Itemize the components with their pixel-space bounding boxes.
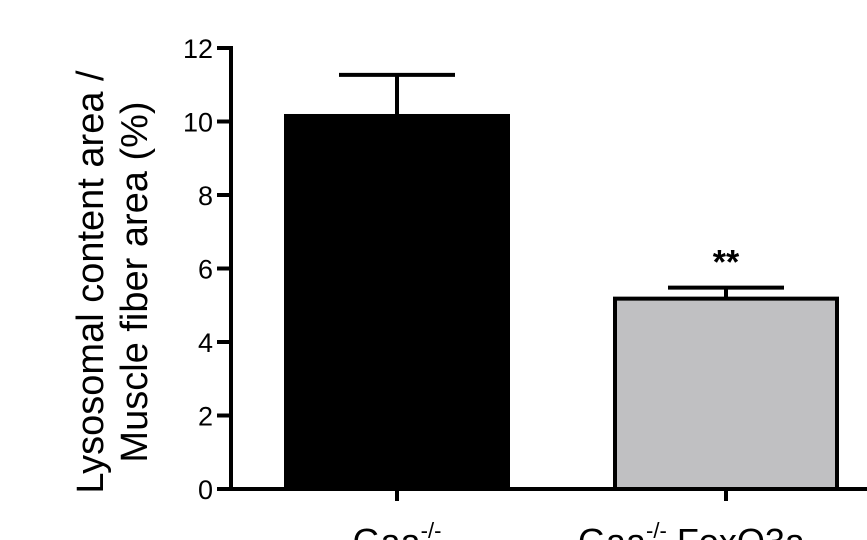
bar-1 <box>284 113 510 492</box>
bar-2 <box>613 296 839 492</box>
y-tick-label-0: 0 <box>198 475 213 505</box>
y-axis-title: Lysosomal content area / Muscle fiber ar… <box>70 70 156 494</box>
x-axis: Gaa-/- Gaa-/- FoxO3a <box>229 487 867 540</box>
y-tick-label-4: 4 <box>198 328 213 358</box>
bars-group <box>284 113 839 492</box>
y-tick-label-8: 8 <box>198 181 213 211</box>
category-label-2: Gaa-/- FoxO3a <box>578 518 806 540</box>
error-bars-group <box>339 72 784 299</box>
y-tick-label-12: 12 <box>183 34 213 64</box>
category-label-1: Gaa-/- <box>353 518 442 540</box>
y-tick-label-10: 10 <box>183 108 213 138</box>
y-axis: 0 2 4 6 8 10 12 <box>183 34 233 505</box>
y-tick-label-2: 2 <box>198 402 213 432</box>
significance-label-2: ** <box>713 244 740 282</box>
y-axis-title-line-1: Lysosomal content area / <box>70 70 112 494</box>
annotations-group: ** <box>713 244 740 282</box>
y-axis-title-line-2: Muscle fiber area (%) <box>114 101 156 462</box>
y-tick-label-6: 6 <box>198 255 213 285</box>
